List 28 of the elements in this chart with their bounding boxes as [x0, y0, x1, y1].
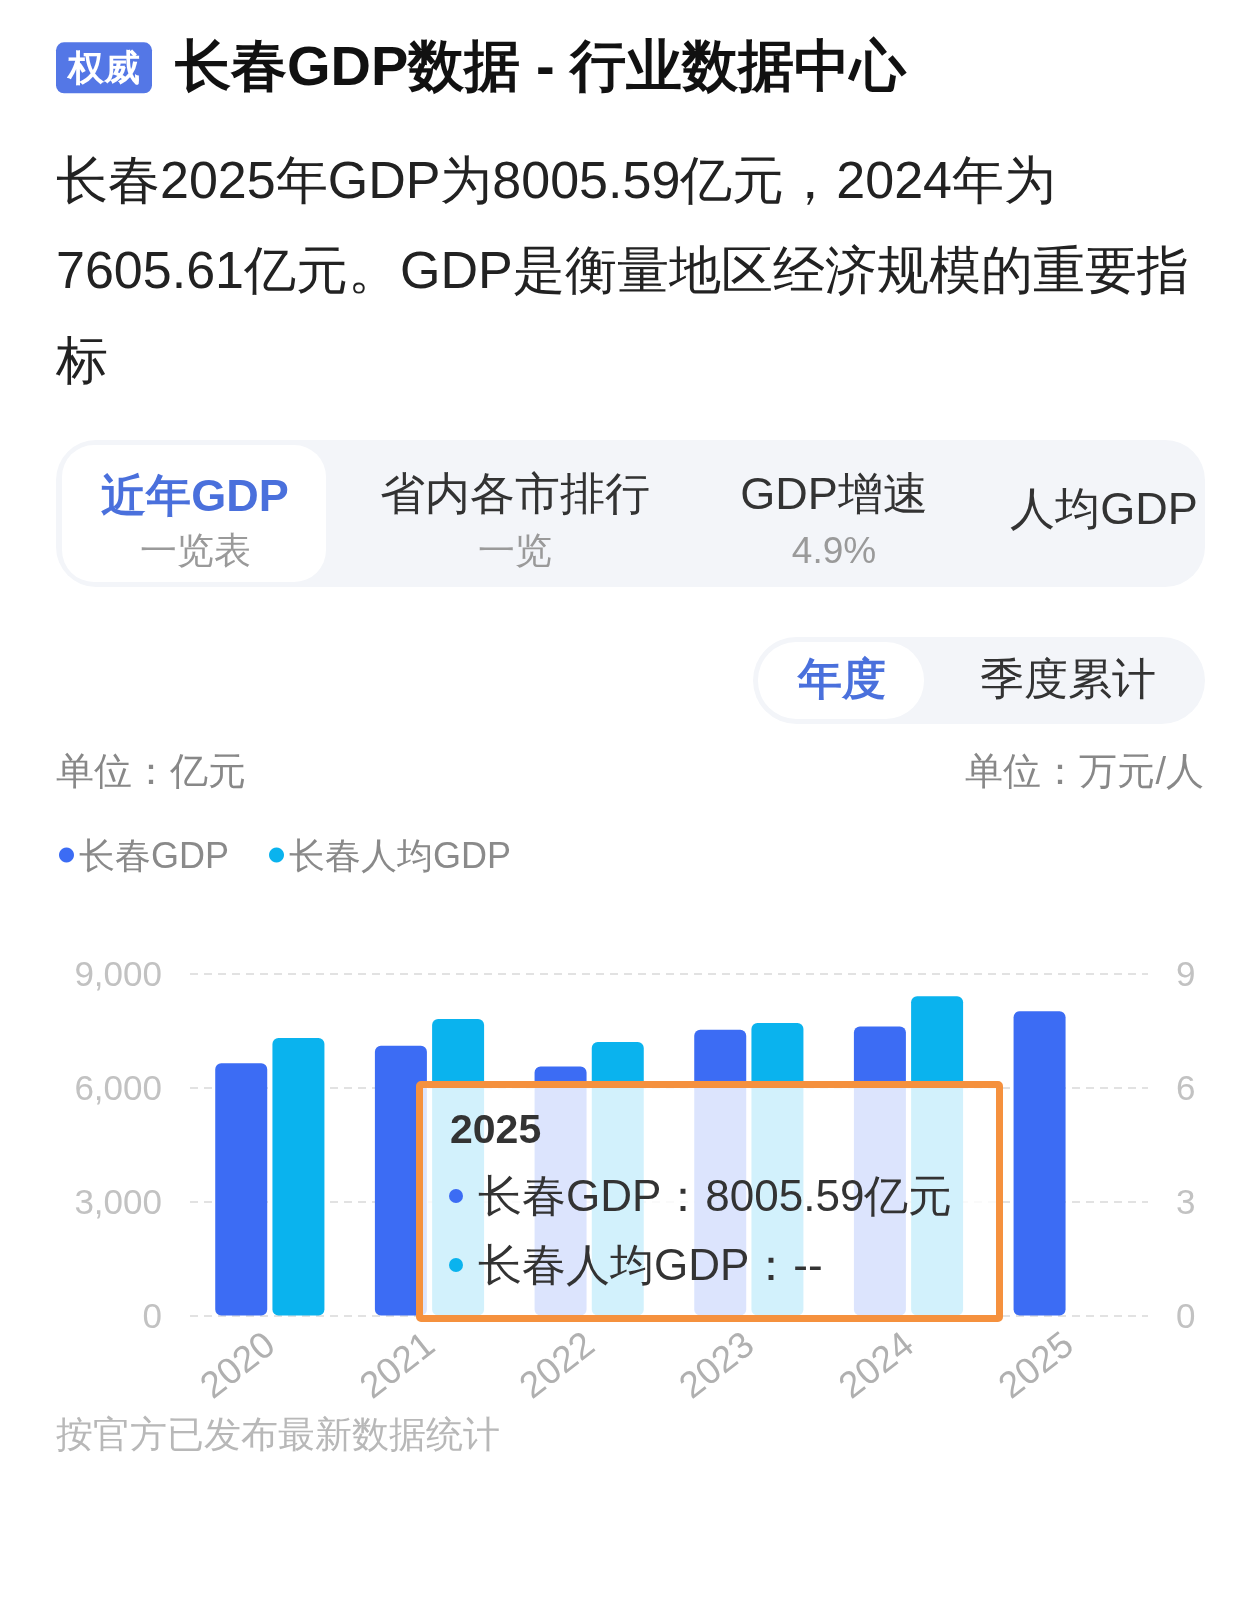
annotation: 长春人均GDP：-- [478, 1239, 823, 1291]
y2-tick-label: 3 [1176, 1182, 1196, 1221]
text: GDP增速 [740, 468, 928, 520]
text: 季度累计 [980, 653, 1156, 705]
text: 4.9% [791, 529, 877, 573]
y-tick-label: 6,000 [74, 1068, 162, 1107]
y2-tick-label: 9 [1176, 954, 1196, 993]
y-axis-title: 单位：亿元 [56, 750, 246, 794]
text: 近年GDP [101, 470, 289, 522]
y-tick-label: 0 [142, 1296, 162, 1335]
text: 省内各市排行 [380, 468, 650, 520]
text: 按官方已发布最新数据统计 [56, 1413, 500, 1457]
text: 权威 [56, 42, 152, 94]
text: 年度 [798, 653, 886, 705]
y-tick-label: 9,000 [74, 954, 162, 993]
y2-tick-label: 0 [1176, 1296, 1196, 1335]
text: 人均GDP [1010, 483, 1198, 535]
y2-tick-label: 6 [1176, 1068, 1196, 1107]
y2-axis-title: 单位：万元/人 [965, 750, 1204, 794]
legend-label: 长春人均GDP [289, 834, 512, 876]
text: 一览表 [139, 529, 251, 573]
annotation: 长春GDP：8005.59亿元 [478, 1170, 953, 1222]
annotation: 2025 [450, 1106, 542, 1154]
y-tick-label: 3,000 [74, 1182, 162, 1221]
chart-title: 长春GDP数据 - 行业数据中心 [175, 33, 907, 99]
chart-subtitle: 长春2025年GDP为8005.59亿元，2024年为7605.61亿元。GDP是衡量地区经济规模的重要指标 [56, 150, 1190, 391]
legend-label: 长春GDP [79, 834, 230, 876]
text: 一览 [478, 529, 552, 573]
